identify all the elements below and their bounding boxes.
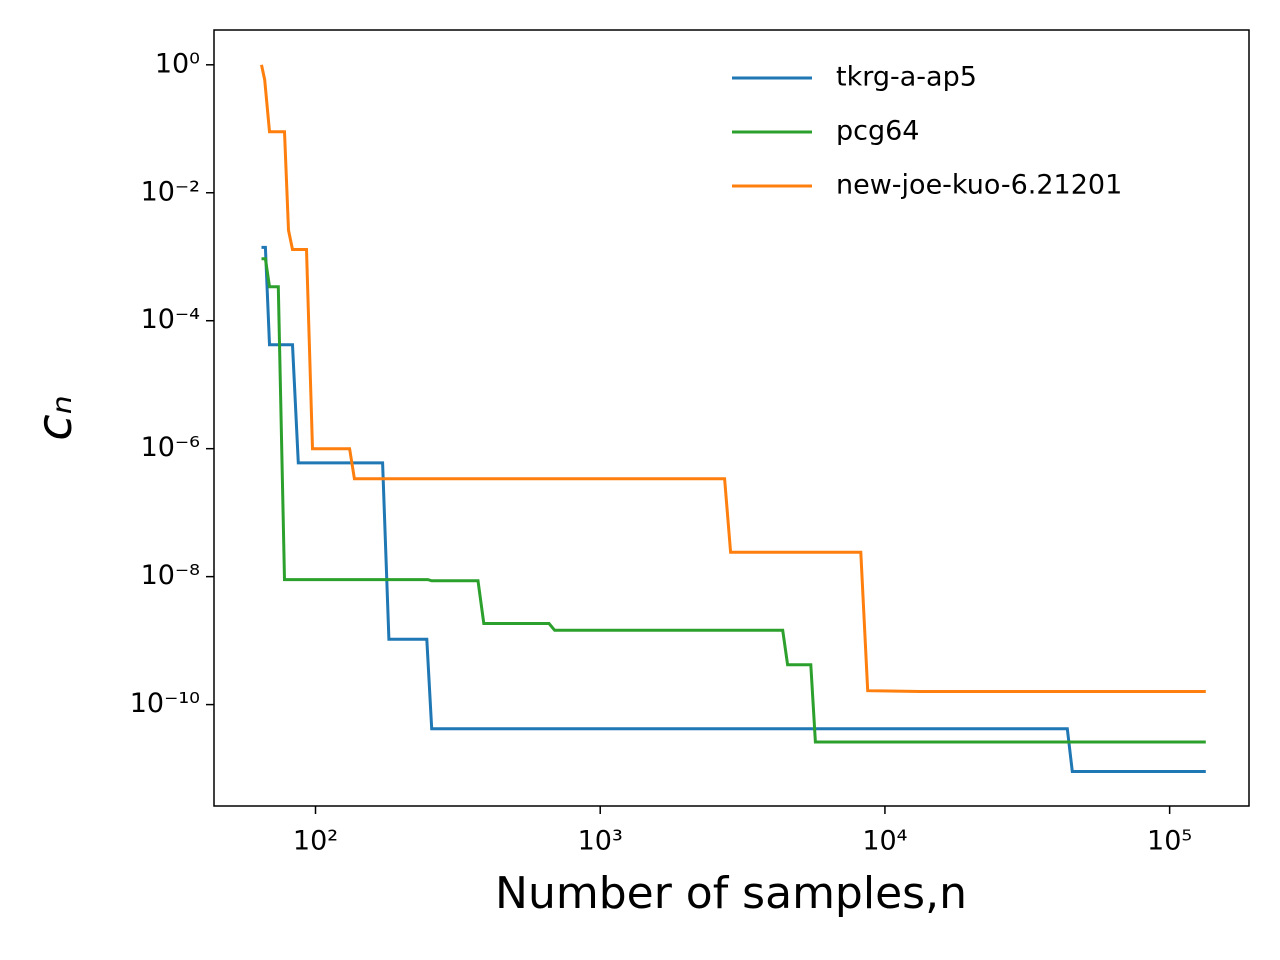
series-line [260,64,1206,693]
plot-frame [213,29,1250,807]
y-axis-label: cₙ [27,395,83,441]
series-line [261,245,1206,773]
x-tick-label: 10⁴ [862,826,907,857]
y-tick-label: 10⁻⁸ [141,560,200,591]
x-tick-label: 10⁵ [1147,826,1192,857]
y-tick-label: 10⁻² [141,176,200,207]
legend-label: new-joe-kuo-6.21201 [836,170,1122,201]
x-tick-label: 10² [293,826,338,857]
series-line [261,257,1206,744]
y-tick-label: 10⁻⁶ [141,432,200,463]
y-tick-label: 10⁰ [155,48,200,79]
x-axis-label: Number of samples,n [495,868,967,919]
legend-label: tkrg-a-ap5 [836,62,977,93]
legend-label: pcg64 [836,116,919,147]
y-tick-label: 10⁻¹⁰ [130,688,200,719]
y-tick-label: 10⁻⁴ [141,304,200,335]
x-tick-label: 10³ [578,826,623,857]
